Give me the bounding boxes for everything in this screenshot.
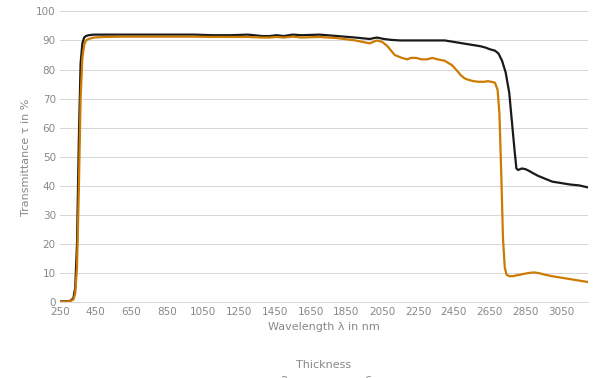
2 mm <box>584 185 592 190</box>
2 mm <box>56 299 64 304</box>
2 mm <box>506 91 513 95</box>
X-axis label: Wavelength λ in nm: Wavelength λ in nm <box>268 322 380 332</box>
6 mm <box>379 40 386 44</box>
6 mm <box>584 280 592 284</box>
6 mm <box>373 38 380 43</box>
Line: 2 mm: 2 mm <box>60 35 588 302</box>
6 mm <box>441 59 448 63</box>
6 mm <box>119 34 126 39</box>
6 mm <box>56 299 64 304</box>
6 mm <box>259 35 266 40</box>
Legend: 2 mm, 6 mm: 2 mm, 6 mm <box>251 360 397 378</box>
2 mm <box>79 41 86 46</box>
Y-axis label: Transmittance τ in %: Transmittance τ in % <box>20 98 31 215</box>
2 mm <box>82 34 89 38</box>
2 mm <box>548 179 556 184</box>
2 mm <box>316 33 323 37</box>
6 mm <box>226 35 233 39</box>
2 mm <box>366 37 373 41</box>
Line: 6 mm: 6 mm <box>60 37 588 302</box>
6 mm <box>494 88 501 92</box>
2 mm <box>91 33 98 37</box>
